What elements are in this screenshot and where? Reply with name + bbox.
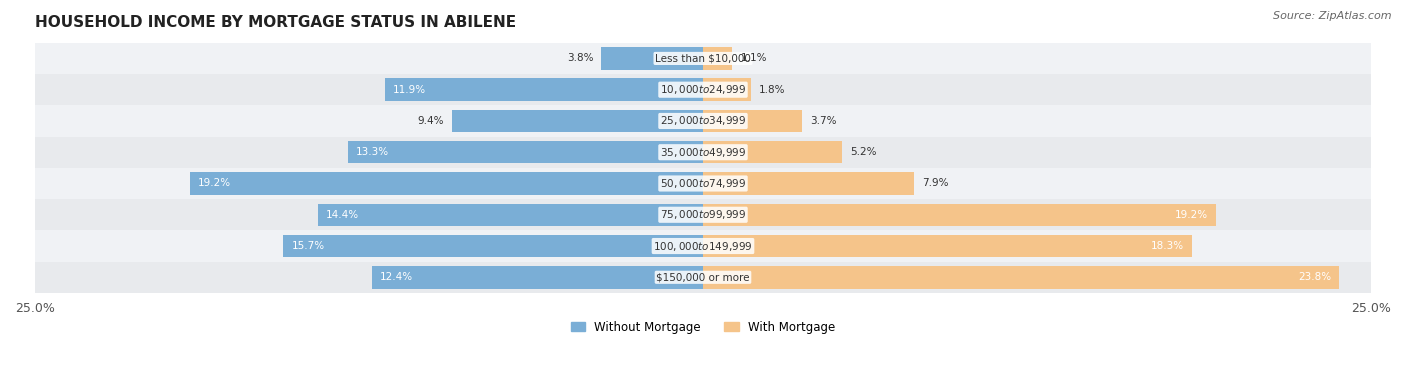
Bar [703, 172, 914, 195]
Bar [703, 141, 842, 163]
Text: 18.3%: 18.3% [1152, 241, 1184, 251]
Bar [35, 262, 1371, 293]
Legend: Without Mortgage, With Mortgage: Without Mortgage, With Mortgage [567, 316, 839, 338]
Bar [703, 235, 1192, 257]
Text: $35,000 to $49,999: $35,000 to $49,999 [659, 146, 747, 159]
Text: 15.7%: 15.7% [291, 241, 325, 251]
Text: 3.8%: 3.8% [567, 53, 593, 64]
Bar [347, 141, 703, 163]
Bar [35, 43, 1371, 74]
Bar [35, 168, 1371, 199]
Text: HOUSEHOLD INCOME BY MORTGAGE STATUS IN ABILENE: HOUSEHOLD INCOME BY MORTGAGE STATUS IN A… [35, 15, 516, 30]
Bar [385, 79, 703, 101]
Bar [35, 231, 1371, 262]
Text: 13.3%: 13.3% [356, 147, 388, 157]
Text: $75,000 to $99,999: $75,000 to $99,999 [659, 208, 747, 221]
Text: $50,000 to $74,999: $50,000 to $74,999 [659, 177, 747, 190]
Text: 12.4%: 12.4% [380, 272, 413, 282]
Text: 1.1%: 1.1% [741, 53, 766, 64]
Bar [318, 203, 703, 226]
Bar [703, 79, 751, 101]
Bar [602, 47, 703, 70]
Bar [190, 172, 703, 195]
Bar [35, 136, 1371, 168]
Text: Less than $10,000: Less than $10,000 [655, 53, 751, 64]
Bar [35, 199, 1371, 231]
Text: $100,000 to $149,999: $100,000 to $149,999 [654, 240, 752, 253]
Text: 14.4%: 14.4% [326, 210, 360, 220]
Bar [703, 110, 801, 132]
Text: 9.4%: 9.4% [418, 116, 444, 126]
Bar [371, 266, 703, 288]
Text: Source: ZipAtlas.com: Source: ZipAtlas.com [1274, 11, 1392, 21]
Text: $25,000 to $34,999: $25,000 to $34,999 [659, 115, 747, 127]
Text: 7.9%: 7.9% [922, 178, 949, 189]
Bar [703, 266, 1339, 288]
Text: $10,000 to $24,999: $10,000 to $24,999 [659, 83, 747, 96]
Bar [703, 203, 1216, 226]
Bar [703, 47, 733, 70]
Text: 3.7%: 3.7% [810, 116, 837, 126]
Text: 23.8%: 23.8% [1298, 272, 1331, 282]
Text: 5.2%: 5.2% [851, 147, 876, 157]
Bar [35, 105, 1371, 136]
Bar [35, 74, 1371, 105]
Text: 19.2%: 19.2% [1175, 210, 1208, 220]
Text: 19.2%: 19.2% [198, 178, 231, 189]
Bar [284, 235, 703, 257]
Text: $150,000 or more: $150,000 or more [657, 272, 749, 282]
Bar [451, 110, 703, 132]
Text: 11.9%: 11.9% [394, 85, 426, 95]
Text: 1.8%: 1.8% [759, 85, 786, 95]
